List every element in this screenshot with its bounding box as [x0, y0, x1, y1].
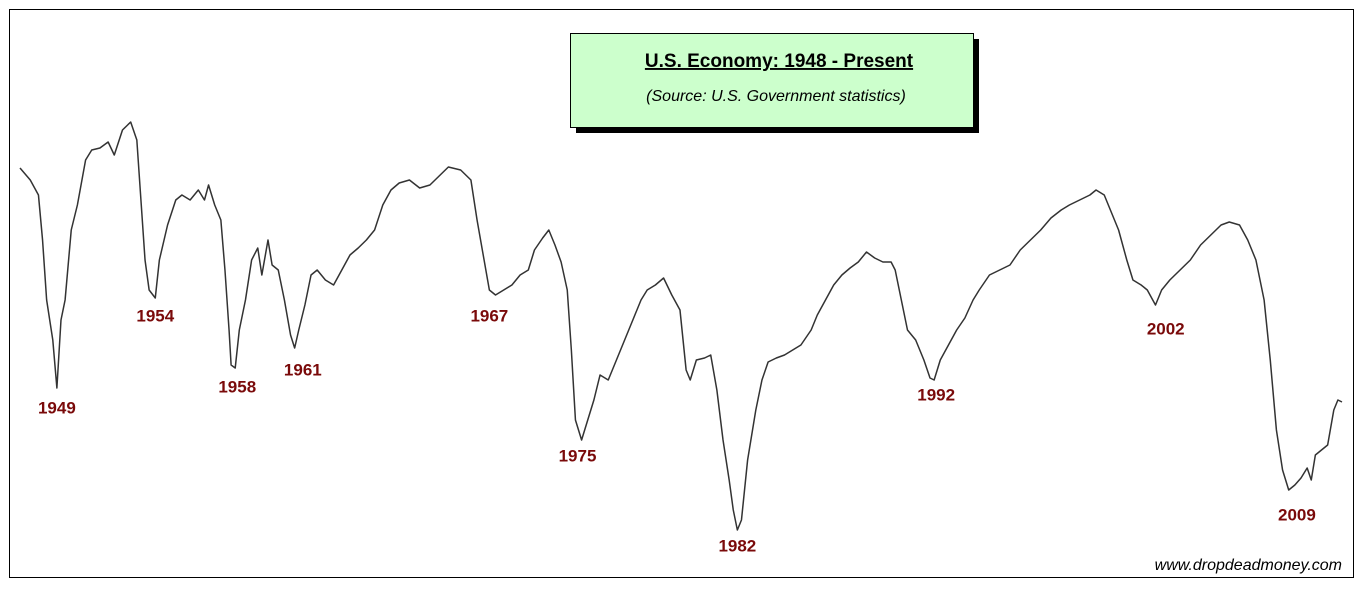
- trough-year-label: 1961: [284, 360, 322, 379]
- trough-year-label: 2009: [1278, 505, 1316, 524]
- trough-year-label: 1949: [38, 398, 76, 417]
- chart-subtitle: (Source: U.S. Government statistics): [646, 88, 906, 105]
- trough-year-label: 1967: [470, 306, 508, 325]
- credit: www.dropdeadmoney.com: [1155, 557, 1342, 574]
- trough-year-label: 1982: [718, 536, 756, 555]
- trough-year-label: 1992: [917, 385, 955, 404]
- data-line: [19, 121, 1343, 531]
- trough-year-label: 1958: [218, 377, 256, 396]
- title-box: [570, 33, 974, 128]
- chart-title: U.S. Economy: 1948 - Present: [645, 51, 914, 72]
- trough-year-label: 2002: [1147, 319, 1185, 338]
- trough-year-label: 1975: [559, 446, 597, 465]
- trough-year-label: 1954: [136, 306, 174, 325]
